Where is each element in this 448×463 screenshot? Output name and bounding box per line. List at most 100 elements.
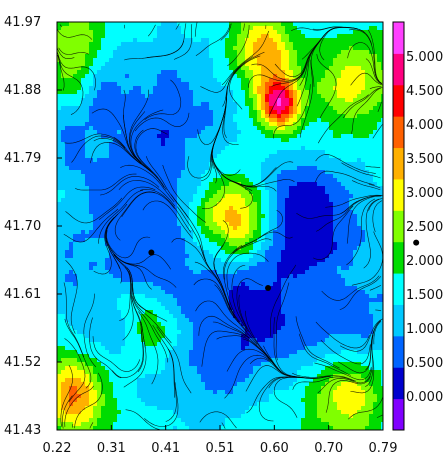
streamline	[227, 24, 250, 67]
streamline	[292, 372, 356, 382]
colorbar-tick-label: 1.500	[406, 288, 443, 303]
y-tick-label: 41.97	[4, 15, 41, 30]
streamline	[64, 338, 86, 402]
streamline	[317, 94, 369, 144]
colorbar-swatch	[393, 304, 404, 337]
y-axis: 41.97 41.88 41.79 41.70 41.61 41.52 41.43	[4, 15, 62, 438]
streamline	[64, 385, 94, 427]
streamline	[200, 56, 254, 93]
x-tick-label: 0.22	[43, 441, 72, 456]
colorbar-frame	[392, 21, 405, 431]
streamline	[92, 336, 141, 372]
streamline	[122, 266, 134, 341]
streamline	[99, 186, 156, 220]
streamline	[347, 42, 382, 84]
streamline	[130, 109, 164, 163]
colorbar-swatch	[393, 22, 404, 54]
streamline	[58, 47, 89, 55]
streamline	[258, 376, 291, 422]
streamline	[368, 198, 383, 211]
streamline	[373, 321, 382, 345]
streamline	[342, 87, 383, 119]
streamline	[376, 414, 383, 418]
streamline	[105, 214, 123, 284]
streamline	[71, 135, 126, 163]
streamline	[346, 195, 382, 244]
streamline	[351, 180, 381, 191]
streamline	[134, 112, 190, 132]
streamline	[142, 200, 193, 239]
streamline	[57, 54, 65, 91]
streamline	[351, 87, 382, 134]
streamline	[74, 372, 103, 429]
x-axis: 0.22 0.31 0.41 0.51 0.60 0.70 0.79	[43, 425, 397, 456]
colorbar-swatch	[393, 116, 404, 149]
streamline	[295, 316, 340, 369]
streamline	[123, 320, 147, 388]
streamline	[245, 365, 300, 392]
streamline	[57, 29, 93, 40]
streamline	[212, 321, 270, 359]
streamline	[226, 252, 269, 290]
streamline	[144, 79, 182, 121]
streamline	[298, 333, 351, 376]
streamline	[375, 309, 382, 312]
streamline	[368, 183, 381, 189]
streamline	[320, 339, 371, 365]
streamline	[132, 296, 168, 363]
streamline	[224, 354, 271, 399]
colorbar-tick-label: 0.500	[406, 356, 443, 371]
streamline	[273, 317, 301, 378]
streamline	[83, 293, 97, 368]
colorbar-tick-label: 3.000	[406, 186, 443, 201]
streamline	[113, 254, 131, 321]
colorbar-tick-label: 2.500	[406, 220, 443, 235]
streamline	[57, 48, 75, 60]
streamline	[377, 101, 382, 113]
marker-point	[265, 284, 272, 291]
streamline	[114, 191, 156, 241]
streamline	[63, 208, 119, 243]
streamline	[317, 368, 373, 394]
streamline	[120, 164, 175, 203]
streamline	[214, 164, 253, 209]
streamline	[57, 52, 96, 91]
streamline	[125, 409, 160, 430]
streamline	[118, 180, 176, 207]
streamline	[63, 282, 85, 358]
streamline	[121, 191, 175, 217]
colorbar-swatch	[393, 84, 404, 117]
streamline	[89, 317, 122, 379]
streamline	[341, 162, 381, 179]
x-tick-label: 0.41	[151, 441, 180, 456]
streamline	[273, 377, 301, 418]
streamline	[232, 231, 293, 254]
x-tick-label: 0.70	[314, 441, 343, 456]
streamline	[351, 231, 383, 286]
streamline	[372, 200, 383, 232]
marker-points	[148, 239, 420, 291]
streamline	[213, 263, 248, 332]
streamline	[113, 137, 165, 188]
streamline	[147, 24, 156, 37]
streamline	[98, 189, 144, 244]
streamline	[315, 170, 375, 186]
streamline	[316, 54, 337, 119]
streamline	[198, 315, 250, 339]
streamline	[214, 284, 258, 345]
streamline	[339, 318, 383, 352]
colorbar-swatch	[393, 367, 404, 400]
streamline	[310, 27, 342, 87]
streamline	[292, 376, 354, 390]
streamline	[316, 196, 374, 232]
y-tick-label: 41.70	[4, 219, 41, 234]
streamline	[367, 29, 383, 84]
y-tick-label: 41.43	[4, 423, 41, 438]
streamline	[195, 23, 231, 57]
streamline	[65, 259, 78, 334]
streamline	[365, 58, 382, 85]
y-tick-label: 41.52	[4, 355, 41, 370]
streamline	[144, 382, 179, 427]
colorbar-swatch	[393, 147, 404, 180]
streamline	[321, 275, 380, 301]
